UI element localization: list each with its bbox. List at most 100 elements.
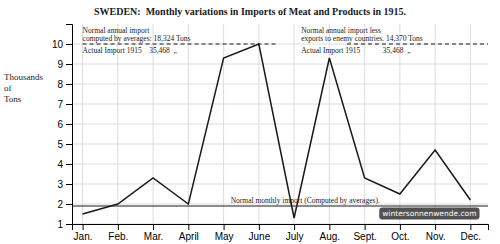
tick-label: 6	[57, 119, 63, 130]
tick-label: Oct.	[391, 231, 409, 242]
y-tick: 1	[57, 219, 72, 230]
tick-mark	[259, 224, 260, 230]
x-tick: Aug.	[320, 224, 341, 242]
grid-line-y	[72, 184, 488, 185]
tick-label: April	[179, 231, 199, 242]
tick-label: 3	[57, 179, 63, 190]
grid-line-x	[470, 24, 471, 224]
tick-mark	[83, 224, 84, 230]
tick-mark	[329, 224, 330, 230]
title: SWEDEN: Monthly variations in Imports of…	[94, 6, 407, 17]
axis-line	[73, 225, 489, 231]
data-line	[83, 44, 471, 218]
reference-line	[72, 206, 488, 207]
tick-mark	[66, 44, 72, 45]
watermark-text: wintersonnenwende.com	[382, 209, 476, 218]
tick-label: 2	[57, 199, 63, 210]
y-axis-label: Tons	[4, 94, 22, 104]
grid-line-x	[258, 24, 259, 224]
x-tick: May	[215, 224, 234, 242]
x-tick: Jan.	[74, 224, 93, 242]
tick-label: Nov.	[426, 231, 446, 242]
watermark-box	[379, 208, 479, 220]
grid-line-x	[188, 24, 189, 224]
tick-mark	[365, 224, 366, 230]
x-tick: Feb.	[108, 224, 128, 242]
y-tick: 2	[57, 199, 72, 210]
tick-mark	[66, 164, 72, 165]
y-axis-label: Thousands	[4, 72, 43, 82]
grid-line-x	[294, 24, 295, 224]
grid-line-y	[72, 124, 488, 125]
tick-mark	[188, 224, 189, 230]
tick-label: 5	[57, 139, 63, 150]
y-tick: 6	[57, 119, 72, 130]
tick-label: Feb.	[108, 231, 128, 242]
y-tick: 3	[57, 179, 72, 190]
tick-mark	[66, 224, 72, 225]
grid-line-x	[435, 24, 436, 224]
x-tick: Nov.	[426, 224, 446, 242]
grid-line-y	[72, 144, 488, 145]
tick-label: Aug.	[320, 231, 341, 242]
tick-label: July	[286, 231, 304, 242]
tick-mark	[66, 104, 72, 105]
plot: Jan. Feb. Mar. April May June July Aug. Sept. Oct…	[52, 24, 489, 242]
reference-line	[83, 44, 277, 45]
grid-line-y	[72, 44, 488, 45]
annotation: Actual Import 1915 35,468 „	[83, 46, 177, 55]
tick-label: Sept.	[353, 231, 376, 242]
tick-label: Jan.	[74, 231, 93, 242]
tick-label: Dec.	[461, 231, 482, 242]
marks	[72, 44, 488, 218]
reference-label: Normal monthly import (Computed by avera…	[231, 196, 380, 205]
tick-label: 7	[57, 99, 63, 110]
tick-label: 10	[52, 39, 64, 50]
x-tick: Mar.	[144, 224, 163, 242]
tick-mark	[118, 224, 119, 230]
x-tick: April	[179, 224, 199, 242]
tick-mark	[224, 224, 225, 230]
x-tick: July	[286, 224, 304, 242]
chart: Jan. Feb. Mar. April May June July Aug. Sept. Oct…	[0, 0, 500, 244]
texts: Normal annual importcomputed by averages…	[83, 26, 480, 220]
tick-label: 4	[57, 159, 63, 170]
annotation: computed by averages: 18,324 Tons	[83, 34, 191, 43]
tick-mark	[294, 224, 295, 230]
tick-mark	[470, 224, 471, 230]
y-tick: 9	[57, 59, 72, 70]
grid-line-y	[72, 104, 488, 105]
x-tick: Oct.	[391, 224, 409, 242]
tick-label: 9	[57, 59, 63, 70]
tick-label: Mar.	[144, 231, 163, 242]
tick-mark	[153, 224, 154, 230]
y-axis: 1 2 3 4 5 6 7 8 9 10	[52, 25, 73, 230]
tick-mark	[66, 124, 72, 125]
y-tick: 4	[57, 159, 72, 170]
tick-label: 1	[57, 219, 63, 230]
grid-line-x	[223, 24, 224, 224]
tick-mark	[66, 204, 72, 205]
x-tick: June	[249, 224, 271, 242]
grid-line-y	[72, 84, 488, 85]
tick-label: 8	[57, 79, 63, 90]
tick-mark	[435, 224, 436, 230]
grid-line-y	[72, 64, 488, 65]
annotation: exports to enemy countries. 14,370 Tons	[301, 34, 423, 43]
tick-mark	[66, 184, 72, 185]
watermark: wintersonnenwende.com	[379, 208, 479, 220]
y-axis-label: of	[4, 83, 12, 93]
tick-mark	[66, 84, 72, 85]
axis-line	[66, 25, 73, 225]
tick-label: May	[215, 231, 234, 242]
annotation: Actual Import 1915 35,468 „	[301, 46, 410, 55]
tick-mark	[66, 64, 72, 65]
tick-mark	[66, 144, 72, 145]
grid	[72, 24, 488, 224]
y-tick: 8	[57, 79, 72, 90]
x-tick: Dec.	[461, 224, 482, 242]
tick-label: June	[249, 231, 271, 242]
y-tick: 10	[52, 39, 72, 50]
y-tick: 7	[57, 99, 72, 110]
reference-line	[347, 44, 488, 45]
